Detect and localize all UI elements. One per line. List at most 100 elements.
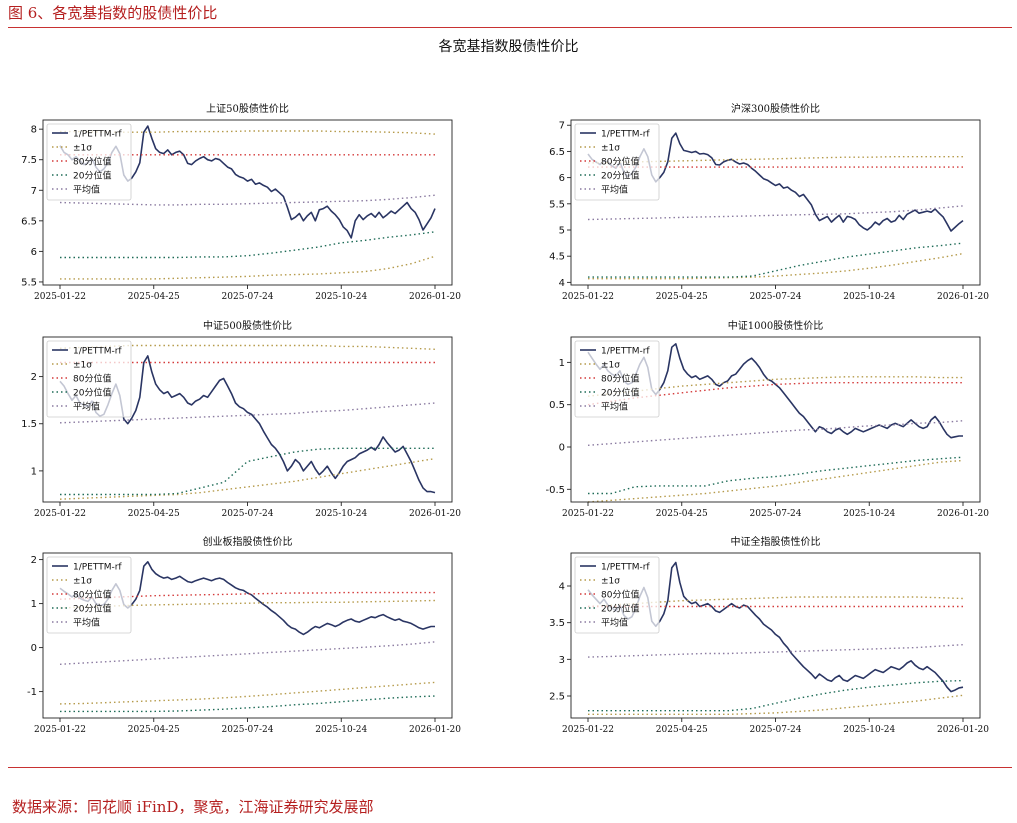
legend-label: 1/PETTM-rf [73,130,122,140]
legend-label: 80分位值 [601,156,639,168]
legend-label: 平均值 [601,401,628,413]
figure-title: 各宽基指数股债性价比 [438,39,579,55]
y-tick-label: 0 [559,443,565,454]
legend-label: 20分位值 [73,170,111,182]
sigma-lower-line [587,459,964,503]
x-tick-label: 2026-01-20 [937,509,989,519]
y-tick-label: 7 [31,186,37,197]
x-tick-label: 2025-01-22 [34,509,86,519]
y-tick-label: 3 [559,655,565,666]
legend-label: 20分位值 [73,603,111,615]
bottom-divider [8,767,1012,768]
y-tick-label: 1 [31,599,37,610]
p20-line [60,447,435,496]
figure-caption: 图 6、各宽基指数的股债性价比 [8,4,218,22]
p20-line [588,679,964,712]
legend-label: 平均值 [73,401,100,413]
legend-label: ±1σ [601,361,620,371]
y-tick-label: 5 [559,226,565,237]
y-tick-label: 3.5 [549,618,565,629]
legend-label: 平均值 [601,617,628,629]
mean-line [59,641,436,665]
legend-box [46,556,132,634]
p20-line [588,242,964,278]
y-tick-label: 6 [31,247,37,258]
y-tick-label: 6.5 [549,147,565,158]
x-tick-label: 2025-01-22 [34,725,86,735]
y-tick-label: 0 [31,643,37,654]
x-tick-label: 2025-10-24 [843,509,895,519]
y-tick-label: 0.5 [549,400,565,411]
x-tick-label: 2025-01-22 [562,292,614,302]
y-tick-label: 2 [31,372,37,383]
x-tick-label: 2025-04-25 [128,725,180,735]
sigma-lower-line [59,457,436,500]
legend-label: 1/PETTM-rf [601,130,650,140]
legend-box [574,556,660,634]
legend-label: 80分位值 [601,589,639,601]
x-tick-label: 2026-01-20 [937,292,989,302]
legend-label: 80分位值 [73,156,111,168]
y-tick-label: 2.5 [549,692,565,703]
x-tick-label: 2025-07-24 [222,725,274,735]
p20-line [60,695,436,713]
x-tick-label: 2025-10-24 [843,292,895,302]
legend-label: 1/PETTM-rf [73,563,122,573]
sigma-lower-line [59,681,436,705]
x-tick-label: 2025-10-24 [843,725,895,735]
legend-label: ±1σ [73,577,92,587]
top-divider [8,27,1012,28]
legend-label: 80分位值 [73,589,111,601]
legend-box [574,123,660,201]
x-tick-label: 2025-10-24 [315,725,367,735]
x-tick-label: 2025-07-24 [750,292,802,302]
legend-box [574,340,660,418]
chart-title: 上证50股债性价比 [206,102,289,115]
x-tick-label: 2025-10-24 [315,509,367,519]
y-tick-label: 2 [31,555,37,566]
x-tick-label: 2025-04-25 [656,725,708,735]
legend-label: 平均值 [601,184,628,196]
chart-title: 中证500股债性价比 [203,319,292,332]
y-tick-label: -0.5 [545,485,565,496]
x-tick-label: 2025-07-24 [222,292,274,302]
legend-label: ±1σ [73,361,92,371]
y-tick-label: 6.5 [21,216,37,227]
y-tick-label: 1 [31,466,37,477]
chart-title: 中证全指股债性价比 [731,535,821,548]
sigma-lower-line [60,255,436,280]
x-tick-label: 2025-01-22 [562,509,614,519]
legend-box [46,123,132,201]
legend-label: 1/PETTM-rf [601,563,650,573]
legend-label: 20分位值 [601,170,639,182]
y-tick-label: 8 [31,125,37,136]
legend-label: 平均值 [73,184,100,196]
sigma-lower-line [588,252,964,280]
legend-label: 1/PETTM-rf [73,347,122,357]
x-tick-label: 2025-07-24 [750,509,802,519]
legend-label: 20分位值 [601,387,639,399]
x-tick-label: 2025-01-22 [562,725,614,735]
x-tick-label: 2026-01-20 [409,509,461,519]
x-tick-label: 2026-01-20 [409,725,461,735]
x-tick-label: 2025-01-22 [34,292,86,302]
chart-title: 创业板指股债性价比 [203,535,293,548]
x-tick-label: 2025-04-25 [656,292,708,302]
x-tick-label: 2025-07-24 [222,509,274,519]
legend-label: ±1σ [601,577,620,587]
x-tick-label: 2025-04-25 [128,292,180,302]
x-tick-label: 2026-01-20 [937,725,989,735]
mean-line [587,205,964,221]
x-tick-label: 2025-04-25 [656,509,708,519]
y-tick-label: 1 [559,358,565,369]
legend-label: ±1σ [601,144,620,154]
legend-label: 20分位值 [73,387,111,399]
legend-label: 80分位值 [73,373,111,385]
y-tick-label: 7 [559,121,565,132]
